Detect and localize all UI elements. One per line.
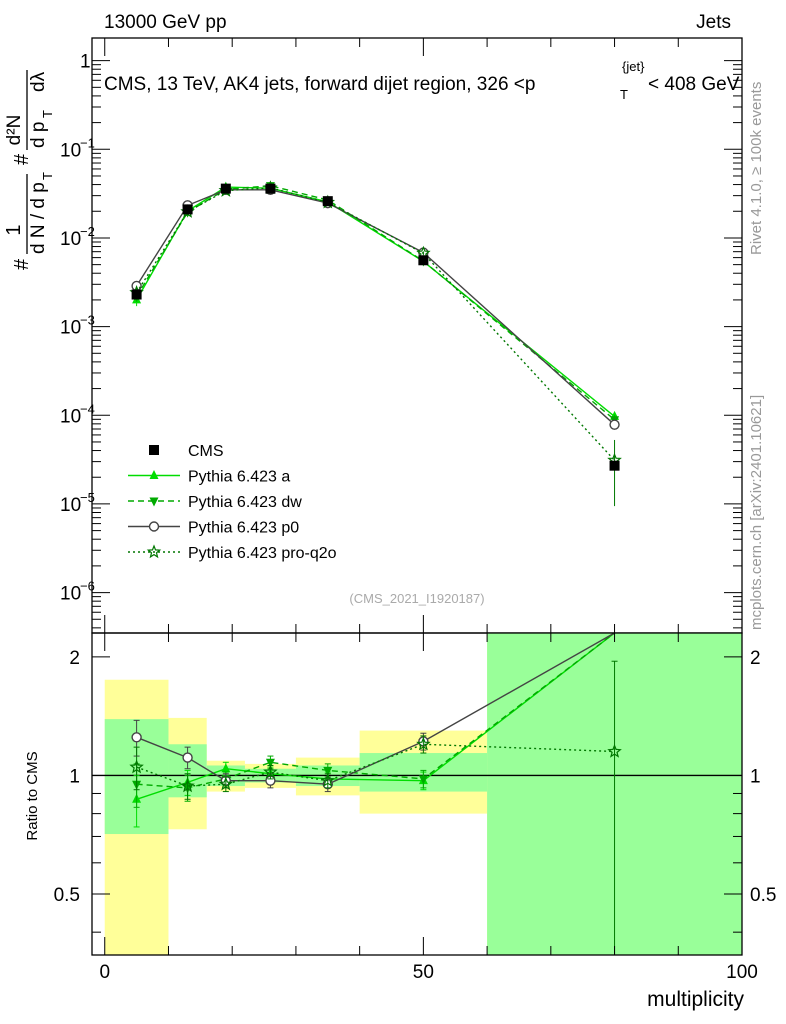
- main-line-1: [136, 184, 615, 421]
- ratio-marker: [416, 736, 431, 751]
- ratio-ytick-label: 0.5: [54, 885, 80, 906]
- ylabel-hash: #: [11, 258, 33, 270]
- ylabel-d2n-den: d p: [28, 122, 49, 148]
- legend: CMS Pythia 6.423 a Pythia 6.423 dw Pythia 6…: [128, 443, 337, 562]
- ratio-frame: [91, 632, 743, 956]
- data-point: [182, 204, 193, 215]
- ratio-marker: [323, 766, 333, 776]
- ylabel-d2n-num: d²N: [4, 115, 25, 146]
- ratio-ytick-label: 2: [69, 648, 80, 669]
- legend-label: CMS: [188, 443, 224, 460]
- data-point: [322, 196, 333, 207]
- main-line-3: [136, 187, 616, 461]
- rivet-label: Rivet 4.1.0, ≥ 100k events: [748, 82, 765, 255]
- xtick-label: 100: [726, 962, 758, 983]
- main-ytick-label: 1: [80, 52, 91, 73]
- ratio-marker: [265, 758, 275, 768]
- process-label: Jets: [696, 12, 731, 33]
- ratio-ytick-label: 1: [69, 766, 80, 787]
- main-ytick-label: 10: [60, 406, 81, 427]
- data-point: [131, 289, 142, 300]
- ratio-ytick-label-right: 1: [750, 766, 761, 787]
- data-point: [220, 183, 231, 194]
- legend-label: Pythia 6.423 dw: [188, 494, 302, 511]
- ratio-series-group: [92, 633, 742, 955]
- main-ytick-exp: −4: [80, 401, 95, 416]
- legend-label: Pythia 6.423 pro-q2o: [188, 545, 337, 562]
- mcplots-label: mcplots.cern.ch [arXiv:2401.10621]: [748, 395, 765, 630]
- legend-marker: [149, 497, 159, 507]
- ratio-marker: [320, 773, 336, 787]
- ratio-marker: [263, 764, 278, 779]
- plot-title-tail: < 408 GeV: [648, 74, 740, 95]
- ratio-marker: [221, 763, 231, 773]
- main-ytick-exp: −6: [80, 579, 95, 594]
- main-ytick-label: 10: [60, 318, 81, 339]
- plot-title-main: CMS, 13 TeV, AK4 jets, forward dijet reg…: [104, 74, 535, 95]
- main-ytick-exp: −2: [80, 224, 95, 239]
- main-ylabel: # 1 d N / d p T # d²N d p T dλ: [3, 70, 55, 270]
- main-ytick-exp: −5: [80, 490, 95, 505]
- main-ytick-exp: −1: [80, 135, 95, 150]
- ratio-ylabel: Ratio to CMS: [24, 751, 41, 840]
- main-series-group: [129, 180, 622, 507]
- xtick-label: 0: [99, 962, 110, 983]
- ratio-panel: 0.5 0.5 1 1 2 2 0 50 100: [54, 632, 776, 983]
- data-point: [418, 255, 429, 266]
- ylabel-frac-num: 1: [3, 224, 25, 235]
- main-ytick-label: 10: [60, 584, 81, 605]
- plot-title: CMS, 13 TeV, AK4 jets, forward dijet reg…: [104, 59, 740, 102]
- analysis-id: (CMS_2021_I1920187): [349, 591, 484, 606]
- xtick-label: 50: [413, 962, 434, 983]
- main-frame: [91, 37, 743, 634]
- main-ytick-label: 10: [60, 140, 81, 161]
- ratio-ytick-label-right: 0.5: [750, 885, 776, 906]
- main-line-0: [135, 186, 615, 417]
- main-marker: [609, 419, 620, 430]
- ratio-marker: [418, 775, 428, 785]
- main-ytick-label: 10: [60, 495, 81, 516]
- data-point: [609, 460, 620, 471]
- legend-marker: [148, 521, 160, 532]
- plot-title-sup: {jet}: [622, 59, 645, 74]
- main-ytick-label: 10: [60, 229, 81, 250]
- ratio-marker: [131, 732, 142, 743]
- ratio-marker: [129, 759, 144, 774]
- ratio-ytick-label-right: 2: [750, 648, 761, 669]
- data-point: [265, 183, 276, 194]
- ratio-marker: [607, 743, 622, 758]
- ratio-marker: [180, 778, 195, 793]
- ratio-marker: [218, 776, 234, 791]
- plot-title-sub: T: [620, 87, 628, 102]
- ylabel-d2n-den-sub: T: [40, 110, 55, 118]
- legend-label: Pythia 6.423 a: [188, 469, 290, 486]
- ylabel-hash2: #: [11, 153, 33, 165]
- legend-marker: [149, 470, 159, 479]
- legend-marker: [146, 544, 162, 559]
- main-panel: 110−110−210−310−410−510−6: [60, 37, 743, 634]
- legend-marker: [149, 445, 159, 455]
- main-line-2: [136, 189, 615, 426]
- ratio-marker: [182, 752, 193, 763]
- xlabel: multiplicity: [647, 988, 744, 1011]
- ylabel-frac-den: d N / d p: [28, 182, 49, 254]
- legend-label: Pythia 6.423 p0: [188, 520, 299, 537]
- energy-label: 13000 GeV pp: [104, 12, 227, 33]
- ylabel-frac-den-sub: T: [40, 172, 55, 180]
- ylabel-dlambda: dλ: [28, 71, 49, 92]
- main-ytick-exp: −3: [80, 313, 95, 328]
